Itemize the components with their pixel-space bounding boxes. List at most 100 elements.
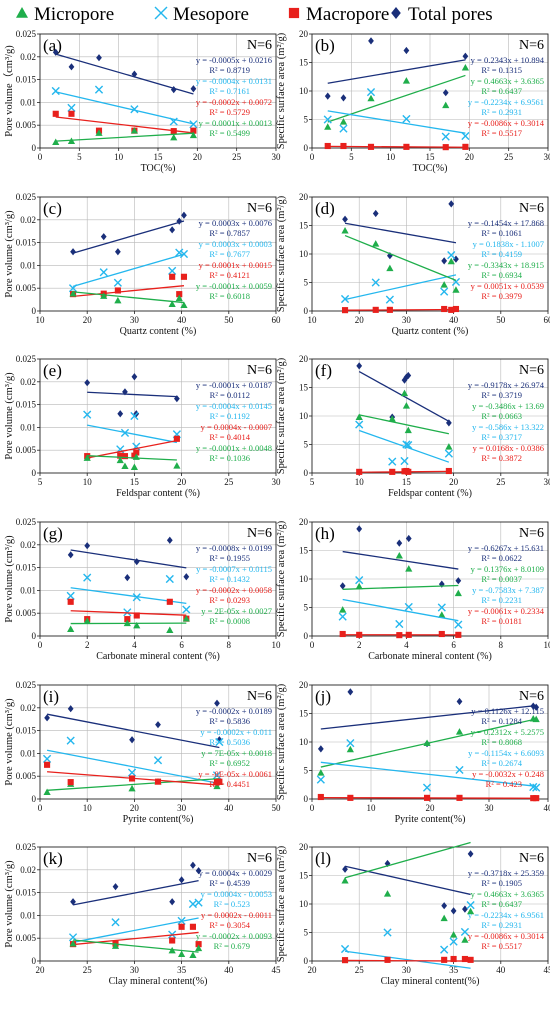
data-point-macropore (169, 937, 176, 944)
tick-label-y: 0 (32, 631, 37, 641)
legend-marker-macropore (288, 7, 300, 19)
data-point-mesopore (454, 620, 463, 629)
trend-line-mesopore (327, 110, 466, 134)
data-point-micropore (440, 914, 448, 922)
data-point-total (403, 46, 410, 55)
data-point-micropore (445, 443, 453, 450)
data-point-macropore (121, 453, 129, 460)
n-label: N=6 (519, 851, 544, 866)
trend-line-micropore (47, 778, 220, 791)
data-point-total (170, 86, 177, 94)
data-point-macropore (405, 468, 412, 475)
tick-label-y: 0.01 (20, 748, 36, 758)
tick-label-x: 35 (177, 965, 187, 975)
regression-equation-mesopore: y = -0.0004x + 0.0131 (196, 76, 272, 86)
tick-label-y: 0.01 (20, 422, 36, 432)
n-label: N=6 (519, 201, 544, 216)
data-point-macropore (170, 128, 177, 135)
r-squared-mesopore: R² = 0.5036 (209, 737, 250, 747)
data-point-macropore (423, 794, 431, 801)
data-point-micropore (178, 950, 186, 958)
regression-equation-macropore: y = 0.0051x + 0.0539 (471, 281, 544, 291)
data-point-total (129, 736, 135, 744)
trend-line-macropore (345, 308, 456, 311)
series-mesopore (323, 88, 470, 141)
data-point-mesopore (111, 918, 120, 927)
data-point-micropore (346, 745, 354, 753)
data-point-total (216, 736, 223, 744)
regression-equation-micropore: y = 2E-05x + 0.0027 (201, 606, 272, 616)
data-point-micropore (466, 907, 475, 915)
data-point-mesopore-stroke-b (402, 114, 411, 124)
tick-label-y: 0.015 (16, 238, 37, 248)
trend-line-micropore (72, 939, 199, 953)
tick-label-y: 10 (299, 86, 309, 96)
data-point-micropore (532, 715, 540, 723)
r-squared-total: R² = 0.4539 (209, 878, 250, 888)
trend-line-mesopore (46, 749, 220, 785)
data-point-macropore (445, 467, 452, 475)
panel-label: (j) (315, 687, 331, 706)
plot-frame (311, 358, 549, 474)
data-point-total (131, 373, 138, 381)
regression-equation-total: y = 0.0004x + 0.0029 (199, 868, 272, 878)
tick-label-y: 15 (299, 58, 309, 68)
tick-label-x: 20 (36, 965, 46, 975)
trend-line-mesopore (87, 424, 178, 444)
data-point-total (68, 63, 75, 71)
data-point-micropore (132, 453, 140, 460)
tick-label-y: 20 (299, 192, 309, 202)
data-point-micropore (189, 131, 197, 139)
data-point-mesopore-stroke-b (355, 420, 364, 429)
series-micropore (341, 841, 475, 943)
data-point-mesopore-stroke-b (316, 775, 325, 784)
data-point-mesopore-stroke-b (323, 115, 332, 124)
y-axis-title: Pore volume (cm³/g) (4, 698, 15, 786)
r-squared-macropore: R² = 0.5517 (481, 941, 522, 951)
data-point-macropore (178, 923, 185, 930)
tick-label-x: 60 (544, 315, 550, 325)
regression-equation-macropore: y = -0.0086x + 0.3014 (468, 118, 545, 128)
data-point-mesopore-stroke-b (400, 456, 409, 466)
regression-equation-micropore: y = -0.0001x + 0.0059 (196, 281, 272, 291)
data-point-mesopore-stroke-b (455, 765, 464, 775)
tick-label-x: 0 (38, 803, 43, 813)
tick-label-x: 50 (496, 315, 506, 325)
data-point-total (372, 209, 379, 218)
data-point-mesopore-stroke-b (437, 603, 446, 612)
n-label: N=6 (247, 38, 272, 53)
regression-equation-micropore: y = 7E-05x + 0.0018 (201, 748, 272, 758)
regression-equation-micropore: y = -0.0002x + 0.0093 (196, 931, 272, 941)
data-point-mesopore-stroke-b (461, 131, 470, 141)
regression-equation-mesopore: y = -0.0004x + 0.0145 (196, 401, 272, 411)
tick-label-x: 10 (83, 803, 93, 813)
r-squared-macropore: R² = 0.4014 (209, 432, 250, 442)
data-point-mesopore (177, 916, 186, 925)
r-squared-macropore: R² = 0.5729 (209, 107, 250, 117)
panel-label: (d) (315, 199, 335, 218)
data-point-micropore (386, 264, 394, 272)
data-point-mesopore (529, 782, 538, 792)
r-squared-micropore: R² = 0.0663 (481, 411, 522, 421)
r-squared-macropore: R² = 0.3872 (481, 453, 522, 463)
tick-label-x: 30 (272, 477, 282, 487)
data-point-mesopore (168, 266, 177, 275)
data-point-micropore (95, 129, 103, 136)
data-point-macropore (189, 923, 196, 930)
tick-label-y: 0.025 (16, 517, 37, 527)
data-point-mesopore-stroke-b (383, 928, 392, 937)
tick-label-x: 15 (130, 477, 140, 487)
y-axis-title: Specific surface area (m²/g) (276, 195, 287, 312)
data-point-mesopore (371, 278, 380, 287)
tick-label-y: 0 (32, 143, 37, 153)
y-axis-title: Pore volume (cm³/g) (4, 860, 15, 948)
data-point-macropore (384, 956, 391, 963)
x-axis-title: Carbonate mineral content (%) (96, 651, 220, 662)
tick-label-y: 0.015 (16, 75, 37, 85)
trend-line-mesopore (344, 950, 471, 969)
tick-label-x: 30 (544, 152, 550, 162)
data-point-macropore (389, 468, 396, 475)
regression-equation-mesopore: y = -0.586x + 13.322 (472, 422, 544, 432)
y-axis-title: Specific surface area (m²/g) (276, 32, 287, 149)
series-micropore (52, 127, 197, 145)
